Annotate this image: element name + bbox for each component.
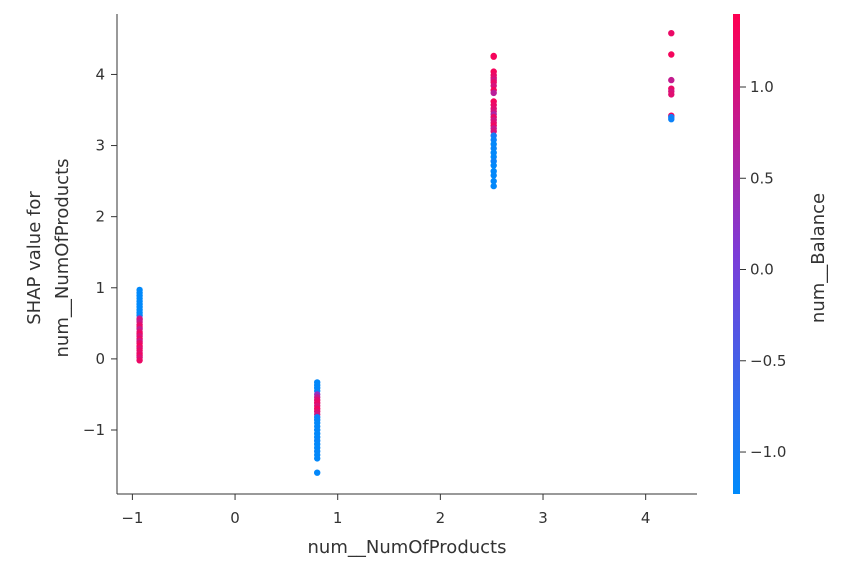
data-point [490,89,497,97]
x-tick-label: 4 [641,509,651,527]
x-tick-label: 0 [230,509,240,527]
y-tick-label: 2 [95,208,105,226]
y-tick-label: 0 [95,350,105,368]
data-point [668,91,675,98]
colorbar-tick-label: 0.0 [750,261,774,279]
x-tick-label: 1 [333,509,343,527]
x-tick-label: 2 [436,509,446,527]
x-tick-label: −1 [121,509,143,527]
x-axis-title: num__NumOfProducts [308,537,507,558]
data-point [668,51,675,58]
y-tick-label: 4 [95,65,105,83]
colorbar [733,14,740,494]
data-point [490,53,497,60]
colorbar-tick-label: 1.0 [750,78,774,96]
colorbar-tick-label: 0.5 [750,169,774,187]
x-axis-ticks: −1 0 1 2 3 4 [121,494,650,527]
data-point [314,455,321,462]
colorbar-ticks: 1.0 0.5 0.0 −0.5 −1.0 [740,78,786,461]
data-point [490,182,497,190]
data-point [490,177,497,185]
colorbar-title: num__Balance [808,193,829,323]
y-axis-title-line-2: num__NumOfProducts [52,159,73,358]
colorbar-tick-label: −0.5 [750,352,786,370]
y-tick-label: −1 [83,421,105,439]
x-tick-label: 3 [538,509,548,527]
colorbar-tick-label: −1.0 [750,443,786,461]
data-points [136,30,675,476]
data-point [668,30,675,37]
data-point [314,469,321,476]
y-axis-ticks: −1 0 1 2 3 4 [83,65,117,439]
data-point [490,172,497,179]
data-point [668,116,675,123]
y-tick-label: 1 [95,279,105,297]
y-axis-title-line-1: SHAP value for [24,191,45,325]
data-point [490,162,497,169]
data-point [136,357,143,364]
y-tick-label: 3 [95,137,105,155]
data-point [668,76,675,84]
